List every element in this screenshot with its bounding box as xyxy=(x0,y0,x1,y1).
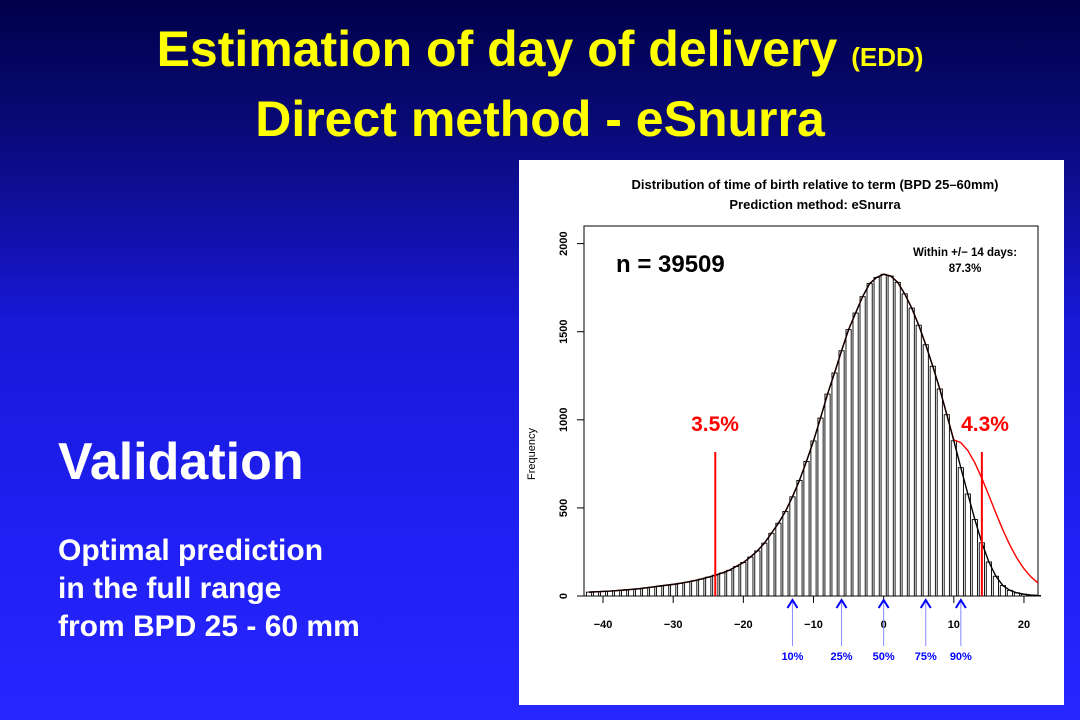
x-axis: −40−30−20−1001020 xyxy=(594,596,1030,631)
histogram-bar xyxy=(684,581,691,597)
title-line-1: Estimation of day of delivery (EDD) xyxy=(0,18,1080,88)
slide-title: Estimation of day of delivery (EDD) Dire… xyxy=(0,18,1080,150)
histogram-bar xyxy=(845,329,852,597)
histogram-bar xyxy=(705,576,712,597)
histogram-bar xyxy=(691,580,698,597)
y-tick-label: 2000 xyxy=(558,231,570,255)
percentile-arrow xyxy=(919,598,932,609)
histogram-bar xyxy=(824,393,831,597)
x-tick-label: 20 xyxy=(1018,619,1030,631)
percentile-arrow xyxy=(786,598,799,609)
histogram-bar xyxy=(726,569,733,597)
histogram-bar xyxy=(908,307,915,597)
histogram-bar xyxy=(782,510,789,597)
curves-group xyxy=(588,273,1039,597)
histogram-bar xyxy=(894,281,901,597)
histogram-bar xyxy=(621,589,628,597)
x-tick-label: 10 xyxy=(948,619,960,631)
histogram-bar xyxy=(803,460,810,597)
x-tick-label: −10 xyxy=(804,619,823,631)
chart-title: Distribution of time of birth relative t… xyxy=(632,177,999,192)
histogram-bar xyxy=(922,344,929,597)
histogram-bar xyxy=(642,587,649,597)
y-axis-label: Frequency xyxy=(526,428,538,480)
histogram-bar xyxy=(880,273,887,597)
percentile-label: 75% xyxy=(915,651,937,663)
percentile-label: 25% xyxy=(831,651,853,663)
histogram-bar xyxy=(831,372,838,597)
cut-right-label: 4.3% xyxy=(961,413,1009,436)
percentile-label: 50% xyxy=(873,651,895,663)
histogram-bar xyxy=(775,522,782,597)
title-line-2: Direct method - eSnurra xyxy=(255,91,825,147)
y-tick-label: 1000 xyxy=(558,408,570,432)
histogram-bar xyxy=(817,417,824,597)
cut-lines xyxy=(714,452,983,596)
histogram-bar xyxy=(887,275,894,597)
percentile-arrow xyxy=(835,598,848,609)
percentile-label: 10% xyxy=(781,651,803,663)
histogram-chart: Distribution of time of birth relative t… xyxy=(526,177,1042,663)
histogram-bar xyxy=(635,588,642,597)
validation-heading: Validation xyxy=(58,433,304,491)
body-line-1: Optimal prediction xyxy=(58,534,324,567)
histogram-bar xyxy=(754,550,761,597)
histogram-bar xyxy=(768,532,775,597)
title-main: Estimation of day of delivery xyxy=(156,21,838,77)
y-tick-label: 1500 xyxy=(558,319,570,343)
title-suffix: (EDD) xyxy=(851,42,924,72)
x-tick-label: −40 xyxy=(594,619,613,631)
empirical-curve-black xyxy=(588,273,1039,597)
y-tick-label: 0 xyxy=(558,593,570,599)
body-line-2: in the full range xyxy=(58,572,282,605)
within-label-2: 87.3% xyxy=(949,263,982,275)
histogram-bar xyxy=(656,585,663,597)
histogram-bar xyxy=(866,283,873,597)
x-tick-label: −30 xyxy=(664,619,683,631)
x-tick-label: −20 xyxy=(734,619,753,631)
histogram-bar xyxy=(964,493,971,597)
y-tick-label: 500 xyxy=(558,499,570,517)
histogram-bar xyxy=(740,562,747,597)
histogram-bar xyxy=(789,496,796,597)
histogram-bar xyxy=(901,293,908,597)
histogram-bar xyxy=(649,586,656,597)
histogram-bar xyxy=(957,467,964,597)
histogram-bar xyxy=(915,324,922,597)
cut-left-label: 3.5% xyxy=(691,413,739,436)
histogram-bar xyxy=(796,479,803,597)
chart-subtitle: Prediction method: eSnurra xyxy=(729,197,901,212)
body-line-3: from BPD 25 - 60 mm xyxy=(58,610,360,643)
histogram-bar xyxy=(859,296,866,597)
within-label-1: Within +/− 14 days: xyxy=(913,247,1017,259)
histogram-bar xyxy=(628,589,635,597)
chart-panel: Distribution of time of birth relative t… xyxy=(519,160,1064,705)
histogram-bar xyxy=(663,584,670,597)
histogram-bar xyxy=(747,556,754,597)
histogram-bar xyxy=(670,583,677,597)
y-axis: 0 500 1000 1500 2000 xyxy=(558,231,584,599)
histogram-bar xyxy=(929,365,936,597)
histogram-bar xyxy=(852,312,859,597)
histogram-bar xyxy=(873,276,880,597)
histogram-bar xyxy=(950,440,957,597)
percentile-label: 90% xyxy=(950,651,972,663)
histogram-bar xyxy=(719,572,726,597)
histogram-bar xyxy=(936,388,943,597)
validation-text: Optimal prediction in the full range fro… xyxy=(58,532,360,646)
n-label: n = 39509 xyxy=(616,251,725,278)
percentile-arrow xyxy=(954,598,967,609)
histogram-bar xyxy=(971,519,978,597)
histogram-bar xyxy=(761,542,768,597)
histogram-bar xyxy=(733,565,740,597)
percentile-arrow xyxy=(877,598,890,609)
histogram-bar xyxy=(838,350,845,597)
histogram-bar xyxy=(810,440,817,597)
histogram-bar xyxy=(677,582,684,597)
percentile-markers: 10% 25% 50% 75% 90% xyxy=(781,598,972,663)
histogram-bar xyxy=(943,414,950,597)
histogram-bar xyxy=(698,578,705,597)
